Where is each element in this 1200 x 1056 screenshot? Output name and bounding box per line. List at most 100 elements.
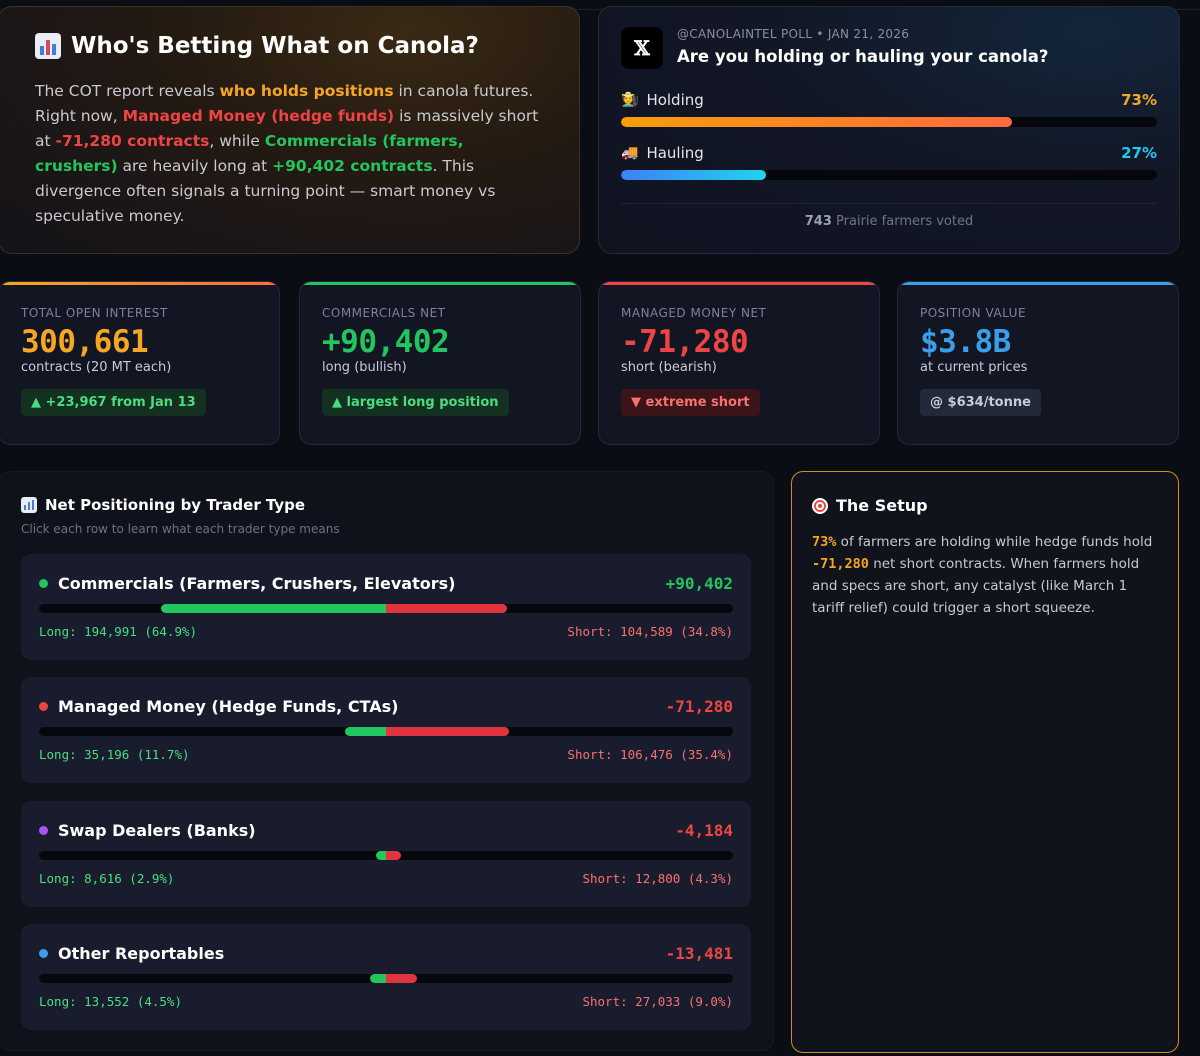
stat-card-commercials-net: COMMERCIALS NET +90,402 long (bullish) ▲…	[299, 281, 581, 445]
trader-short-segment	[386, 604, 507, 613]
trader-long-segment	[345, 727, 386, 736]
poll-voters: 743 Prairie farmers voted	[804, 214, 974, 229]
stat-value: $3.8B	[920, 324, 1011, 360]
trader-short-segment	[386, 727, 509, 736]
poll-option-holding: 🧑‍🌾 Holding 73%	[621, 91, 1157, 127]
intro-highlight-commercials: Commercials (farmers, crushers)	[35, 132, 464, 175]
trader-row-managed-money[interactable]: Managed Money (Hedge Funds, CTAs) -71,28…	[21, 677, 751, 783]
target-icon	[812, 497, 828, 514]
poll-divider	[621, 203, 1157, 204]
truck-icon: 🚚	[621, 145, 639, 161]
stat-label: COMMERCIALS NET	[322, 306, 446, 320]
poll-question: Are you holding or hauling your canola?	[677, 47, 1049, 66]
poll-progress-fill	[621, 117, 1013, 127]
stat-value: 300,661	[21, 324, 149, 360]
stat-sub: long (bullish)	[322, 360, 407, 375]
stat-chip: ▲ largest long position	[322, 389, 509, 416]
stat-value: +90,402	[322, 324, 450, 360]
trader-dot	[39, 949, 48, 958]
poll-option-label: Hauling	[646, 144, 704, 162]
trader-net: -13,481	[665, 944, 733, 963]
intro-highlight-long: +90,402 contracts	[272, 157, 433, 175]
stat-card-managed-money-net: MANAGED MONEY NET -71,280 short (bearish…	[598, 281, 880, 445]
trader-name: Swap Dealers (Banks)	[58, 821, 256, 840]
trader-bar	[39, 604, 733, 613]
positioning-panel: Net Positioning by Trader Type Click eac…	[0, 471, 774, 1051]
trader-long-label: Long: 8,616 (2.9%)	[39, 871, 175, 886]
stat-sub: short (bearish)	[621, 360, 717, 375]
poll-option-hauling: 🚚 Hauling 27%	[621, 144, 1157, 180]
positioning-heading: Net Positioning by Trader Type	[21, 496, 751, 514]
trader-dot	[39, 826, 48, 835]
trader-name: Managed Money (Hedge Funds, CTAs)	[58, 697, 399, 716]
trader-dot	[39, 579, 48, 588]
setup-highlight-short: -71,280	[812, 556, 869, 572]
setup-title: The Setup	[836, 496, 928, 515]
intro-highlight-short: -71,280 contracts	[55, 132, 210, 150]
trader-bar	[39, 974, 733, 983]
positioning-hint: Click each row to learn what each trader…	[21, 522, 340, 536]
trader-dot	[39, 702, 48, 711]
bar-chart-icon	[35, 33, 61, 59]
intro-highlight-positions: who holds positions	[219, 82, 394, 100]
line-chart-icon	[21, 497, 37, 513]
stat-chip: @ $634/tonne	[920, 389, 1041, 416]
trader-long-segment	[160, 604, 386, 613]
stat-chip: ▼ extreme short	[621, 389, 760, 416]
intro-text: The COT report reveals who holds positio…	[35, 82, 539, 225]
stat-label: MANAGED MONEY NET	[621, 306, 767, 320]
trader-name: Commercials (Farmers, Crushers, Elevator…	[58, 574, 456, 593]
trader-row-commercials[interactable]: Commercials (Farmers, Crushers, Elevator…	[21, 554, 751, 660]
trader-name: Other Reportables	[58, 944, 225, 963]
setup-card: The Setup 73% of farmers are holding whi…	[791, 471, 1179, 1053]
trader-bar	[39, 727, 733, 736]
x-logo-icon: 𝕏	[621, 27, 663, 69]
poll-meta: @CANOLAINTEL POLL • JAN 21, 2026	[677, 27, 910, 41]
setup-heading: The Setup	[812, 496, 1158, 515]
trader-long-segment	[375, 851, 386, 860]
trader-net: -71,280	[665, 697, 733, 716]
trader-row-other-reportables[interactable]: Other Reportables -13,481 Long: 13,552 (…	[21, 924, 751, 1030]
stat-sub: contracts (20 MT each)	[21, 360, 172, 375]
stat-chip: ▲ +23,967 from Jan 13	[21, 389, 206, 416]
stat-accent-bar	[898, 282, 1178, 285]
poll-progress-track	[621, 117, 1157, 127]
stat-card-open-interest: TOTAL OPEN INTEREST 300,661 contracts (2…	[0, 281, 280, 445]
farmer-icon: 🧑‍🌾	[621, 92, 639, 108]
trader-short-label: Short: 12,800 (4.3%)	[582, 871, 733, 886]
stat-value: -71,280	[621, 324, 749, 360]
poll-option-percent: 73%	[1121, 91, 1157, 109]
poll-progress-track	[621, 170, 1157, 180]
trader-long-label: Long: 13,552 (4.5%)	[39, 994, 182, 1009]
stat-label: TOTAL OPEN INTEREST	[21, 306, 168, 320]
setup-highlight-pct: 73%	[812, 534, 837, 550]
trader-row-swap-dealers[interactable]: Swap Dealers (Banks) -4,184 Long: 8,616 …	[21, 801, 751, 907]
trader-long-label: Long: 35,196 (11.7%)	[39, 747, 190, 762]
trader-short-segment	[386, 974, 418, 983]
trader-short-segment	[386, 851, 401, 860]
trader-short-label: Short: 27,033 (9.0%)	[582, 994, 733, 1009]
trader-short-label: Short: 106,476 (35.4%)	[567, 747, 733, 762]
poll-option-label: Holding	[646, 91, 704, 109]
poll-option-percent: 27%	[1121, 144, 1157, 162]
trader-long-label: Long: 194,991 (64.9%)	[39, 624, 198, 639]
stat-label: POSITION VALUE	[920, 306, 1027, 320]
stat-sub: at current prices	[920, 360, 1028, 375]
setup-text: 73% of farmers are holding while hedge f…	[812, 534, 1153, 616]
trader-bar	[39, 851, 733, 860]
trader-long-segment	[370, 974, 386, 983]
intro-title: Who's Betting What on Canola?	[71, 33, 479, 59]
positioning-title: Net Positioning by Trader Type	[45, 496, 306, 514]
intro-highlight-managed-money: Managed Money (hedge funds)	[122, 107, 395, 125]
trader-net: -4,184	[675, 821, 733, 840]
stat-accent-bar	[0, 282, 279, 285]
stat-accent-bar	[300, 282, 580, 285]
top-border	[0, 0, 1200, 10]
poll-card: 𝕏 @CANOLAINTEL POLL • JAN 21, 2026 Are y…	[598, 6, 1180, 254]
stat-card-position-value: POSITION VALUE $3.8B at current prices @…	[897, 281, 1179, 445]
intro-card: Who's Betting What on Canola? The COT re…	[0, 6, 580, 254]
trader-net: +90,402	[665, 574, 733, 593]
stat-accent-bar	[599, 282, 879, 285]
poll-progress-fill	[621, 170, 766, 180]
trader-short-label: Short: 104,589 (34.8%)	[567, 624, 733, 639]
